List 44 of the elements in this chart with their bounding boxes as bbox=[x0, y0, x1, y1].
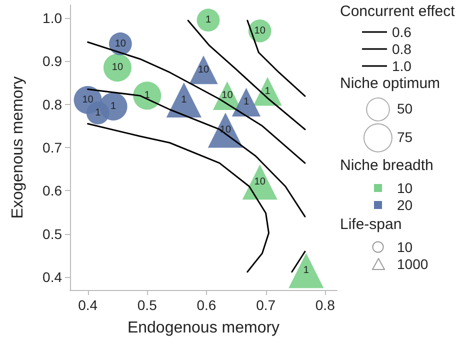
annotation: 1 bbox=[95, 107, 102, 118]
text: 10 bbox=[397, 180, 413, 196]
y-axis-title: Exogenous memory bbox=[10, 76, 26, 219]
x-axis-title: Endogenous memory bbox=[127, 320, 280, 336]
x-tick-label: 0.5 bbox=[137, 297, 158, 313]
annotation: 1 bbox=[243, 96, 250, 108]
annotation: 10 bbox=[82, 94, 94, 106]
annotation: 10 bbox=[114, 38, 126, 50]
legend-title: Concurrent effect bbox=[340, 3, 456, 20]
y-tick-label: 0.8 bbox=[42, 96, 62, 112]
x-tick-label: 0.7 bbox=[256, 297, 276, 313]
text: 1000 bbox=[397, 256, 428, 272]
legend-label: 1.0 bbox=[392, 58, 412, 74]
text: Niche optimum bbox=[340, 75, 440, 92]
y-tick-label: 0.5 bbox=[42, 226, 62, 242]
legend-label: 50 bbox=[397, 100, 413, 116]
x-tick-label: 0.6 bbox=[196, 297, 216, 313]
text: Niche breadth bbox=[340, 157, 434, 174]
annotation: 1 bbox=[110, 100, 117, 112]
text: 20 bbox=[397, 197, 413, 213]
annotation: 10 bbox=[198, 64, 210, 76]
annotation: 1 bbox=[144, 90, 150, 102]
y-tick-label: 1.0 bbox=[42, 10, 62, 26]
x-tick-label: 0.8 bbox=[315, 297, 336, 313]
annotation: 1 bbox=[181, 94, 188, 106]
annotation: 1 bbox=[303, 265, 310, 276]
text: 10 bbox=[397, 239, 413, 255]
y-tick-label: 0.6 bbox=[42, 182, 62, 199]
annotation: 10 bbox=[220, 124, 232, 136]
annotation: 10 bbox=[112, 62, 124, 74]
legend-label: 75 bbox=[397, 128, 413, 145]
legend-label: 0.8 bbox=[392, 41, 412, 57]
line-series bbox=[246, 20, 306, 97]
x-tick-label: 0.4 bbox=[78, 297, 98, 313]
annotation: 1 bbox=[205, 14, 212, 26]
annotation: 10 bbox=[254, 25, 266, 36]
annotation: 1 bbox=[264, 86, 271, 97]
legend-label: 0.6 bbox=[392, 24, 412, 40]
y-tick-label: 0.4 bbox=[42, 269, 62, 286]
y-tick-label: 0.9 bbox=[42, 53, 62, 70]
annotation: 10 bbox=[254, 176, 266, 188]
text: Life-span bbox=[340, 216, 402, 233]
annotation: 10 bbox=[222, 90, 234, 102]
y-tick-label: 0.7 bbox=[42, 140, 62, 156]
